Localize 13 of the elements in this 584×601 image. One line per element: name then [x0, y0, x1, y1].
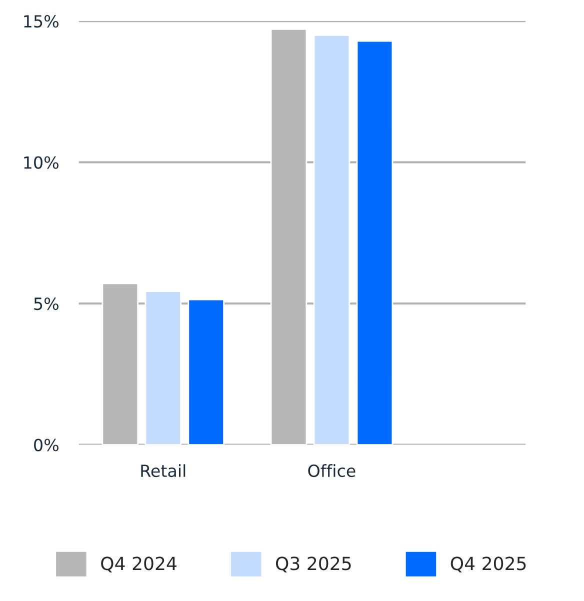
bar	[144, 290, 182, 445]
bar	[356, 40, 394, 445]
bar	[188, 298, 225, 445]
y-tick-label: 10%	[24, 156, 58, 169]
legend-label: Q4 2025	[450, 556, 526, 572]
legend-label: Q3 2025	[276, 556, 351, 572]
y-tick-label: 5%	[34, 297, 58, 310]
x-tick-label: Retail	[141, 464, 186, 478]
bar	[313, 34, 350, 445]
x-tick-label: Office	[308, 464, 356, 478]
y-tick-label: 15%	[24, 14, 58, 28]
legend-label: Q4 2024	[101, 556, 176, 572]
y-tick-label: 0%	[34, 438, 58, 452]
